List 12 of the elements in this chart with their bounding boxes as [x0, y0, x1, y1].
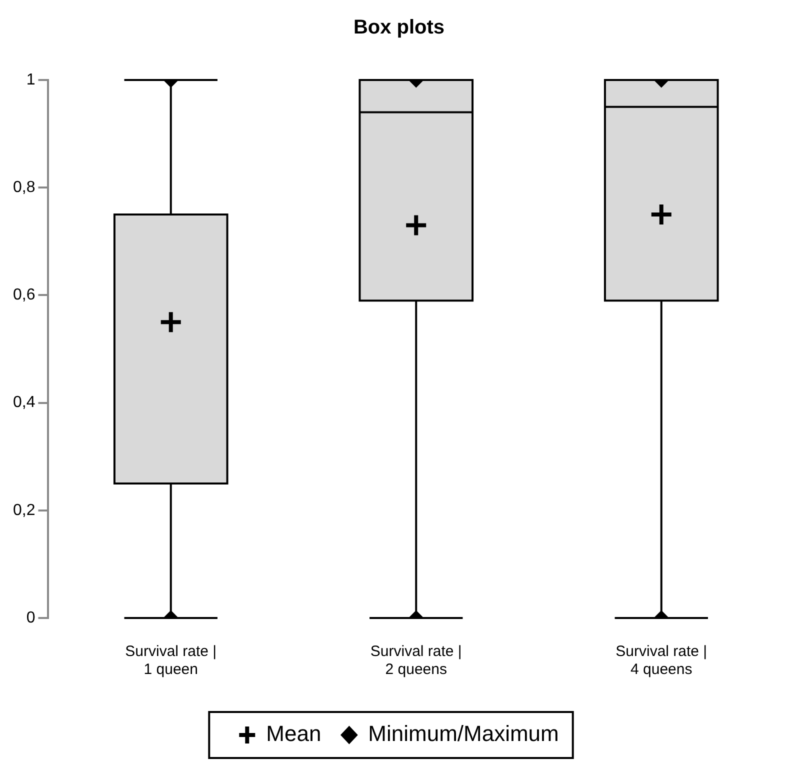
y-tick-label: 1: [26, 71, 36, 88]
y-tick-label: 0,2: [12, 502, 36, 519]
chart-title: Box plots: [353, 16, 445, 39]
y-tick-label: 0,4: [12, 394, 36, 412]
y-tick-label: 0: [26, 609, 36, 626]
legend-label: Minimum/Maximum: [368, 721, 559, 746]
x-tick-label: Survival rate | 1 queen: [125, 643, 217, 678]
x-tick-label: Survival rate | 4 queens: [616, 643, 708, 678]
x-tick-label: Survival rate | 2 queens: [370, 643, 462, 678]
y-tick-label: 0,6: [12, 286, 36, 304]
y-tick-label: 0,8: [12, 179, 36, 196]
legend-label: Mean: [266, 721, 322, 746]
